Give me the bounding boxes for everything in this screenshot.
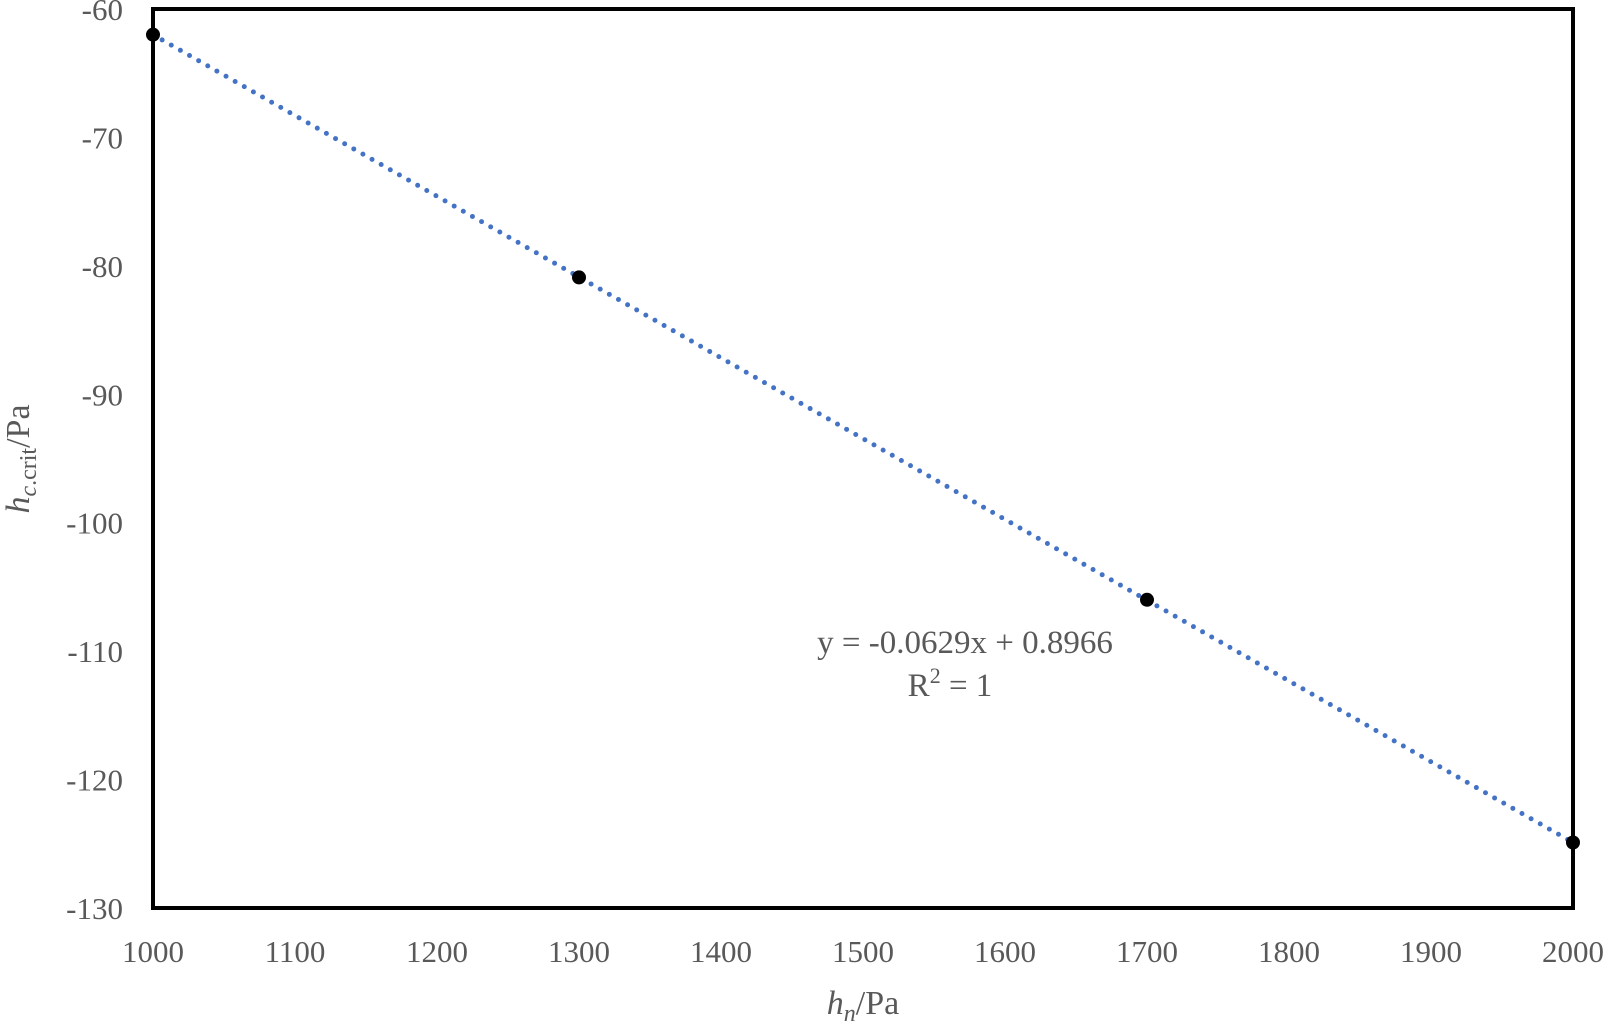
y-tick-label: -130 [66,891,123,926]
y-axis-title-unit: /Pa [0,404,37,447]
r-squared-exponent: 2 [930,663,941,688]
y-tick-label: -90 [82,377,123,412]
y-axis-title-sub-italic: c [16,486,42,497]
y-axis-title-sub-plain: .crit [16,448,42,486]
x-axis-title-sub: n [844,1001,856,1023]
data-points-group [146,27,1580,850]
data-point-2 [1140,592,1154,607]
plot-area-border [151,7,1575,910]
x-tick-label: 1300 [548,934,610,969]
x-tick-label: 1400 [690,934,752,969]
y-tick-labels: -60 -70 -80 -90 -100 -110 -120 -130 [66,0,123,926]
data-point-0 [146,27,160,42]
x-tick-label: 1200 [406,934,468,969]
x-axis-title-unit: /Pa [856,985,899,1022]
trendline-r-squared: R2 = 1 [908,663,993,704]
trendline-group [150,32,1576,846]
x-tick-label: 1700 [1116,934,1178,969]
x-tick-label: 1000 [122,934,184,969]
y-axis-title-main: h [0,497,37,514]
x-axis-title: hn/Pa [827,985,899,1023]
y-tick-label: -110 [67,634,123,669]
x-axis-title-main: h [827,985,844,1022]
x-tick-label: 1100 [265,934,326,969]
data-point-1 [572,270,586,285]
x-tick-label: 1600 [974,934,1036,969]
y-tick-label: -60 [82,0,123,27]
y-tick-label: -70 [82,120,123,155]
x-tick-label: 2000 [1542,934,1604,969]
y-axis-title: hc.crit/Pa [0,404,42,513]
y-tick-label: -100 [66,506,123,541]
y-tick-label: -80 [82,249,123,284]
r-squared-base: R [908,668,930,704]
x-tick-label: 1800 [1258,934,1320,969]
trendline-equation: y = -0.0629x + 0.8966 [817,625,1113,661]
trendline [150,32,1576,846]
data-point-3 [1566,835,1580,850]
x-tick-label: 1900 [1400,934,1462,969]
r-squared-value: = 1 [941,668,993,704]
x-tick-labels: 1000 1100 1200 1300 1400 1500 1600 1700 1800 1900… [122,934,1604,969]
x-tick-label: 1500 [832,934,894,969]
y-tick-label: -120 [66,763,123,798]
